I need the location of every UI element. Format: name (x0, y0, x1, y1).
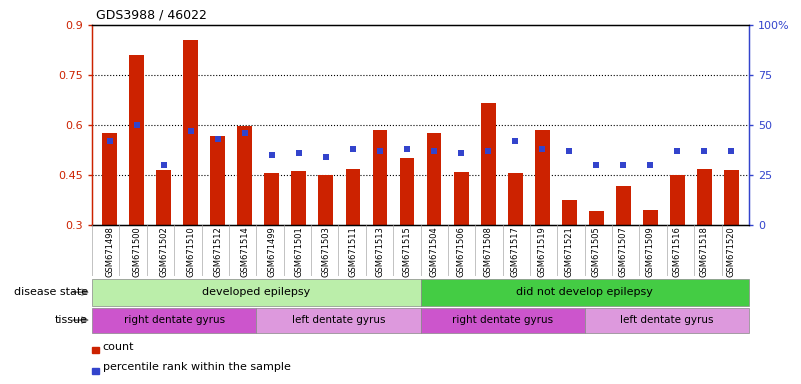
Bar (237, 126, 252, 225)
Text: left dentate gyrus: left dentate gyrus (620, 315, 714, 325)
Bar (697, 169, 712, 225)
Point (292, 150, 305, 156)
Bar (453, 172, 469, 225)
Text: tissue: tissue (55, 315, 88, 325)
Bar (156, 170, 171, 225)
Bar (103, 133, 117, 225)
Bar (264, 173, 280, 225)
Point (239, 130, 252, 136)
Point (320, 154, 332, 160)
Bar (92, 279, 421, 306)
Bar (616, 186, 630, 225)
Bar (211, 136, 225, 225)
Point (455, 150, 468, 156)
Bar (319, 175, 333, 225)
Point (563, 148, 576, 154)
Text: developed epilepsy: developed epilepsy (202, 287, 311, 297)
Text: did not develop epilepsy: did not develop epilepsy (517, 287, 653, 297)
Point (347, 146, 360, 152)
Bar (643, 210, 658, 225)
Bar (92, 367, 99, 374)
Text: count: count (103, 342, 134, 352)
Text: right dentate gyrus: right dentate gyrus (123, 315, 225, 325)
Point (698, 148, 710, 154)
Point (671, 148, 684, 154)
Point (725, 148, 738, 154)
Text: GDS3988 / 46022: GDS3988 / 46022 (96, 8, 207, 21)
Point (481, 148, 494, 154)
Bar (345, 169, 360, 225)
Bar (92, 347, 99, 353)
Point (211, 136, 224, 142)
Bar (585, 308, 749, 333)
Point (617, 162, 630, 168)
Point (103, 138, 116, 144)
Bar (292, 171, 306, 225)
Point (536, 146, 549, 152)
Bar (508, 173, 522, 225)
Bar (427, 133, 441, 225)
Text: left dentate gyrus: left dentate gyrus (292, 315, 385, 325)
Text: disease state: disease state (14, 287, 88, 297)
Bar (670, 175, 685, 225)
Bar (562, 200, 577, 225)
Point (644, 162, 657, 168)
Point (373, 148, 386, 154)
Point (400, 146, 413, 152)
Point (590, 162, 602, 168)
Bar (129, 55, 144, 225)
Bar (183, 40, 198, 225)
Bar (421, 308, 585, 333)
Bar (372, 130, 388, 225)
Text: right dentate gyrus: right dentate gyrus (452, 315, 553, 325)
Point (265, 152, 278, 158)
Point (184, 128, 197, 134)
Bar (481, 103, 496, 225)
Point (131, 122, 143, 128)
Point (428, 148, 441, 154)
Point (509, 138, 521, 144)
Bar (589, 211, 604, 225)
Point (157, 162, 170, 168)
Text: percentile rank within the sample: percentile rank within the sample (103, 362, 291, 372)
Bar (421, 279, 749, 306)
Bar (400, 158, 414, 225)
Bar (724, 170, 739, 225)
Bar (92, 308, 256, 333)
Bar (535, 131, 549, 225)
Bar (256, 308, 421, 333)
